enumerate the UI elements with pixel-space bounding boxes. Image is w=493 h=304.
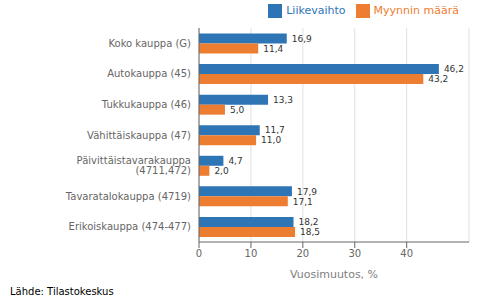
svg-text:11,0: 11,0	[261, 135, 281, 145]
svg-text:4,7: 4,7	[228, 156, 242, 166]
svg-text:17,9: 17,9	[297, 187, 317, 197]
svg-text:Päivittäistavarakauppa(4711,47: Päivittäistavarakauppa(4711,472)	[77, 155, 191, 176]
html-text:Myynnin määrä: Myynnin määrä	[373, 4, 459, 17]
svg-text:18,2: 18,2	[299, 217, 319, 227]
svg-text:Vähittäiskauppa (47): Vähittäiskauppa (47)	[87, 130, 191, 141]
svg-text:40: 40	[400, 248, 413, 259]
svg-text:43,2: 43,2	[428, 74, 448, 84]
svg-text:46,2: 46,2	[444, 64, 464, 74]
svg-text:30: 30	[348, 248, 361, 259]
svg-text:11,4: 11,4	[263, 44, 283, 54]
svg-text:5,0: 5,0	[230, 105, 245, 115]
svg-text:Koko kauppa (G): Koko kauppa (G)	[108, 38, 191, 49]
svg-text:0: 0	[196, 248, 202, 259]
svg-text:16,9: 16,9	[292, 34, 312, 44]
html-text:Lähde: Tilastokeskus: Lähde: Tilastokeskus	[10, 286, 114, 297]
svg-text:13,3: 13,3	[273, 95, 293, 105]
svg-text:Tavaratalokauppa (4719): Tavaratalokauppa (4719)	[65, 191, 191, 202]
svg-text:20: 20	[296, 248, 309, 259]
svg-text:18,5: 18,5	[300, 227, 320, 237]
svg-text:Erikoiskauppa (474-477): Erikoiskauppa (474-477)	[69, 221, 192, 232]
svg-text:10: 10	[245, 248, 258, 259]
svg-text:Autokauppa (45): Autokauppa (45)	[107, 68, 191, 79]
svg-text:11,7: 11,7	[265, 125, 285, 135]
svg-text:Tukkukauppa (46): Tukkukauppa (46)	[101, 99, 191, 110]
svg-text:Vuosimuutos, %: Vuosimuutos, %	[290, 268, 378, 281]
svg-text:2,0: 2,0	[214, 166, 229, 176]
html-text:Liikevaihto: Liikevaihto	[286, 4, 346, 17]
svg-text:17,1: 17,1	[293, 197, 313, 207]
